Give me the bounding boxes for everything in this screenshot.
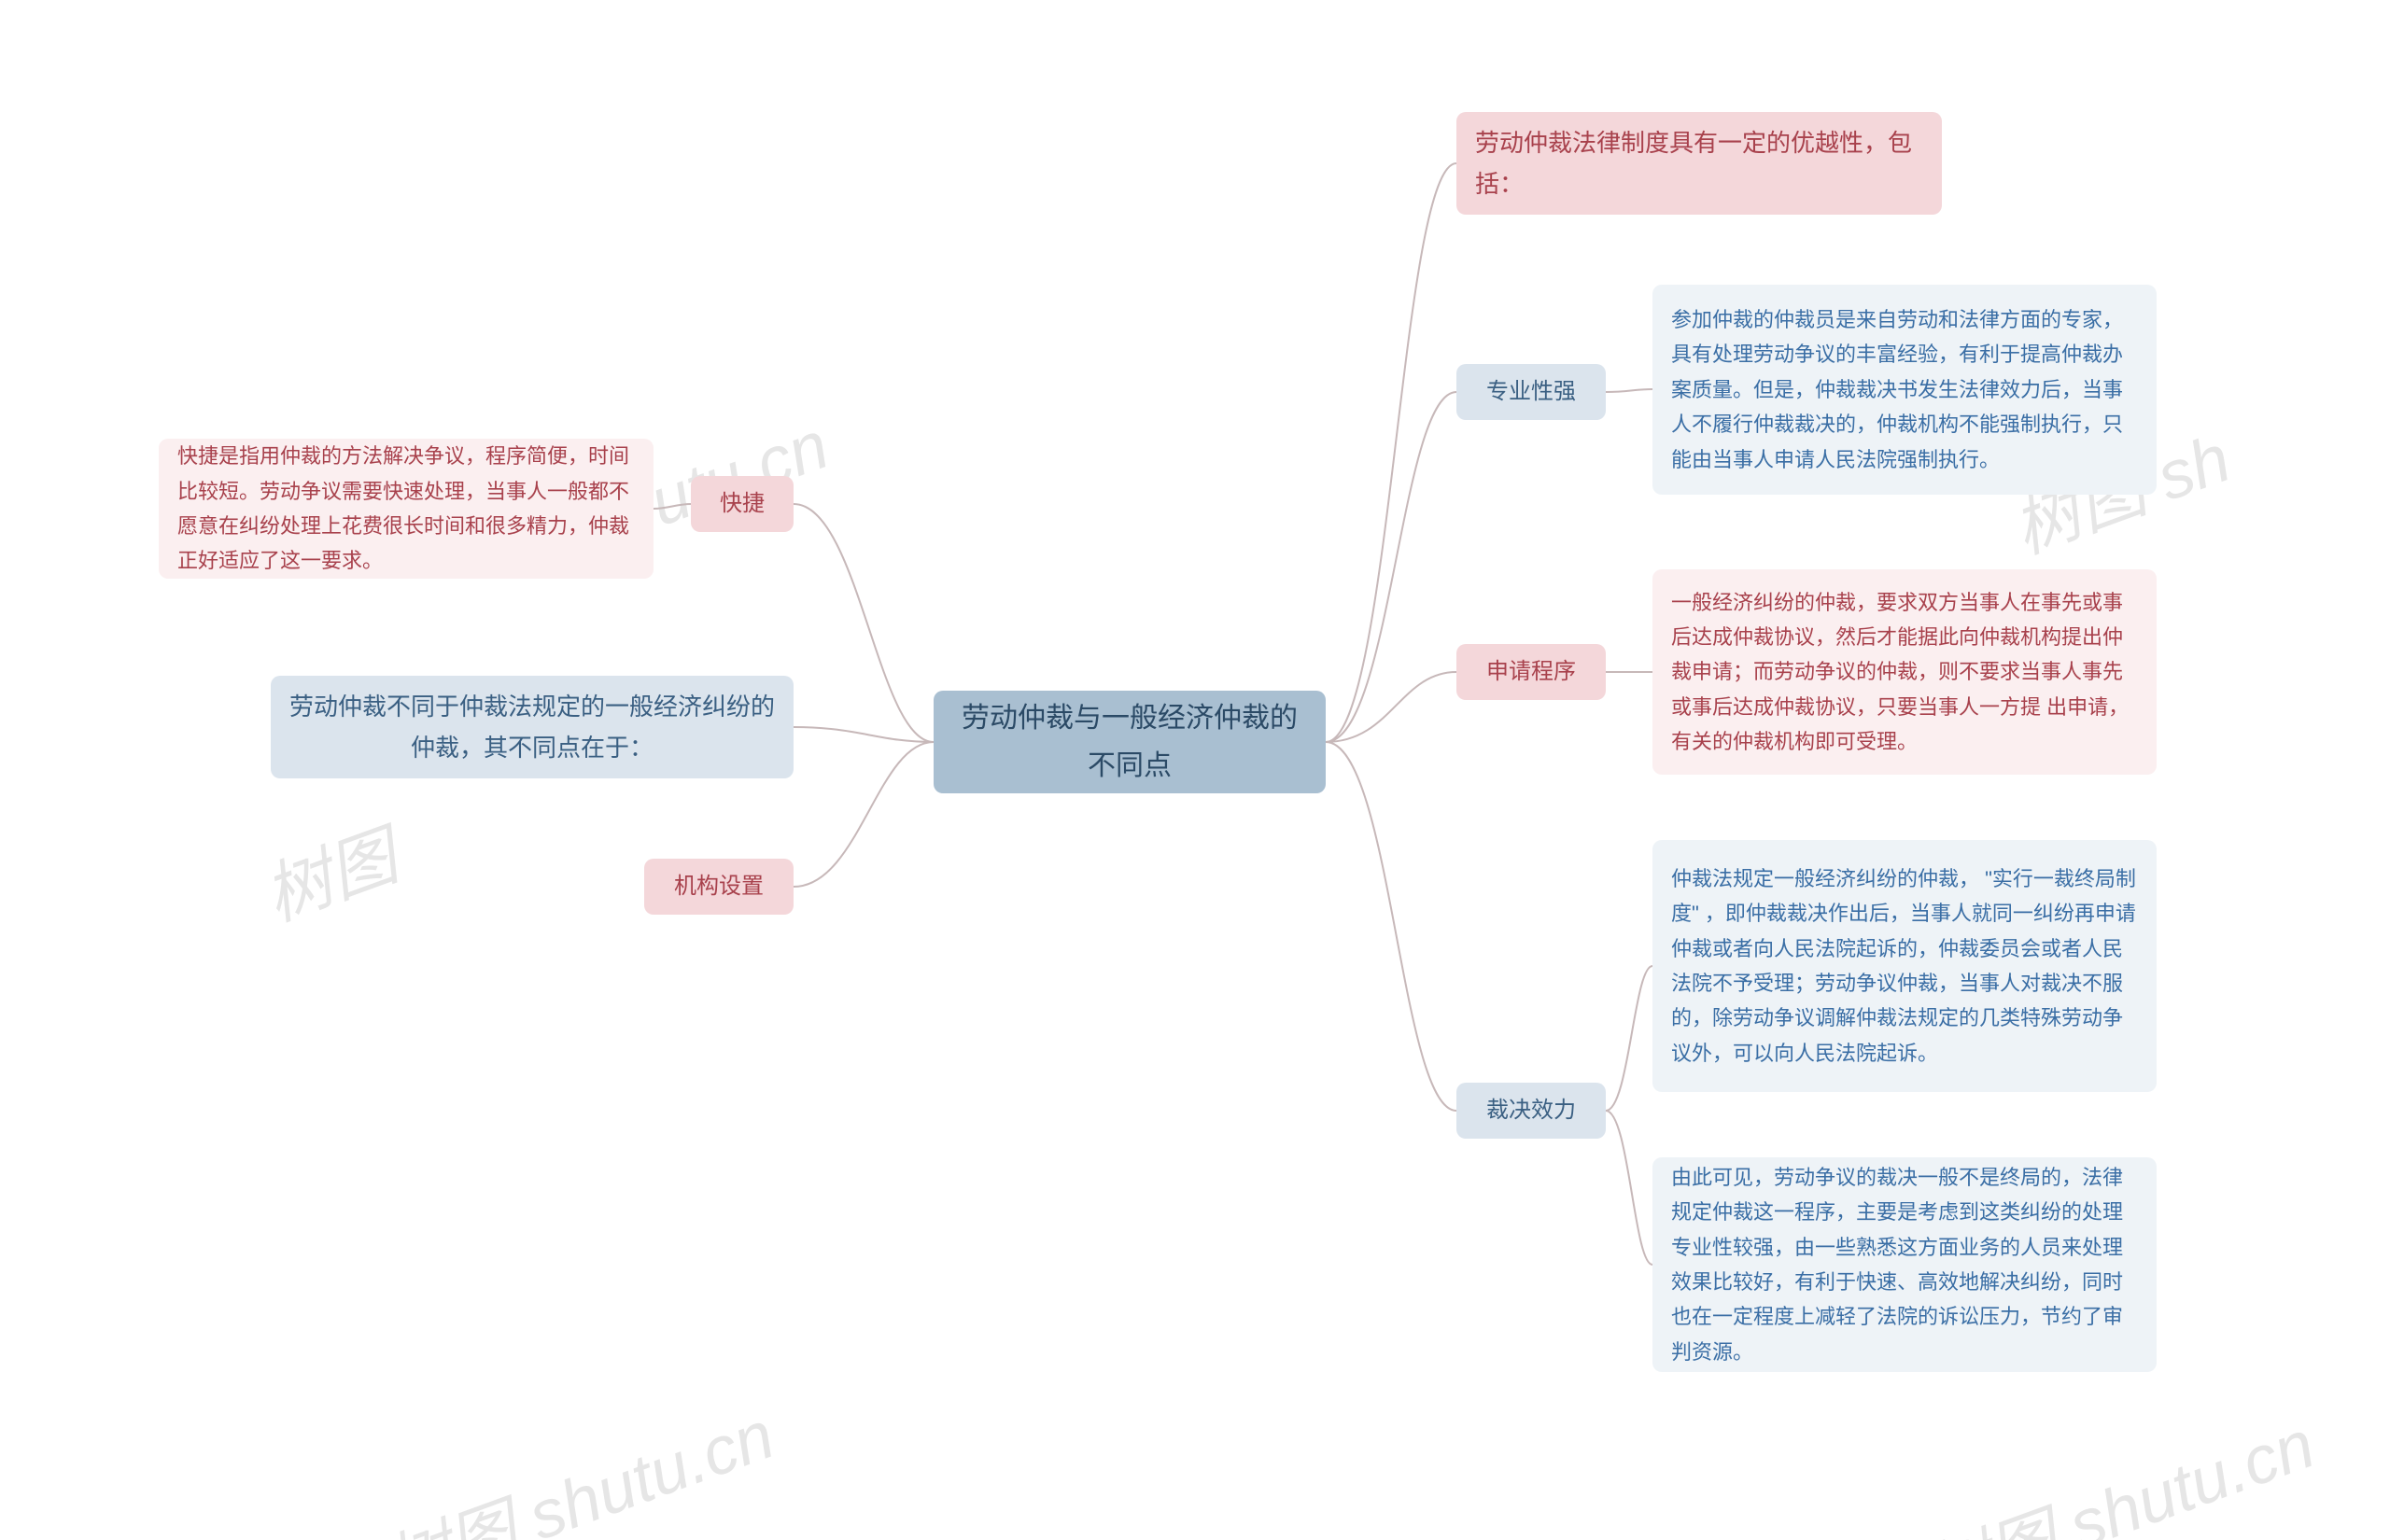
right-branch-caijue[interactable]: 裁决效力 xyxy=(1456,1083,1606,1139)
watermark: 树图 xyxy=(248,802,408,940)
root-text: 劳动仲裁与一般经济仲裁的不同点 xyxy=(952,694,1307,790)
node-text: 由此可见，劳动争议的裁决一般不是终局的，法律规定仲裁这一程序，主要是考虑到这类纠… xyxy=(1671,1160,2138,1369)
left-branch-intro[interactable]: 劳动仲裁不同于仲裁法规定的一般经济纠纷的仲裁，其不同点在于： xyxy=(271,676,794,778)
right-branch-caijue-detail-a[interactable]: 仲裁法规定一般经济纠纷的仲裁， "实行一裁终局制度" ，即仲裁裁决作出后，当事人… xyxy=(1652,840,2157,1092)
node-text: 劳动仲裁法律制度具有一定的优越性，包括： xyxy=(1475,122,1923,204)
node-text: 劳动仲裁不同于仲裁法规定的一般经济纠纷的仲裁，其不同点在于： xyxy=(289,686,775,768)
node-label: 裁决效力 xyxy=(1486,1092,1576,1130)
root-node[interactable]: 劳动仲裁与一般经济仲裁的不同点 xyxy=(934,691,1326,793)
node-text: 参加仲裁的仲裁员是来自劳动和法律方面的专家，具有处理劳动争议的丰富经验，有利于提… xyxy=(1671,302,2138,477)
node-label: 快捷 xyxy=(720,485,765,524)
node-text: 仲裁法规定一般经济纠纷的仲裁， "实行一裁终局制度" ，即仲裁裁决作出后，当事人… xyxy=(1671,861,2138,1071)
left-branch-jigou[interactable]: 机构设置 xyxy=(644,859,794,915)
right-branch-caijue-detail-b[interactable]: 由此可见，劳动争议的裁决一般不是终局的，法律规定仲裁这一程序，主要是考虑到这类纠… xyxy=(1652,1157,2157,1372)
node-text: 一般经济纠纷的仲裁，要求双方当事人在事先或事后达成仲裁协议，然后才能据此向仲裁机… xyxy=(1671,585,2138,760)
node-text: 快捷是指用仲裁的方法解决争议，程序简便，时间比较短。劳动争议需要快速处理，当事人… xyxy=(177,439,635,579)
node-label: 机构设置 xyxy=(674,868,764,906)
right-branch-zhuanye-detail[interactable]: 参加仲裁的仲裁员是来自劳动和法律方面的专家，具有处理劳动争议的丰富经验，有利于提… xyxy=(1652,285,2157,495)
right-intro[interactable]: 劳动仲裁法律制度具有一定的优越性，包括： xyxy=(1456,112,1942,215)
watermark: 树图 shutu.cn xyxy=(1909,1390,2326,1540)
left-branch-kuaijie[interactable]: 快捷 xyxy=(691,476,794,532)
right-branch-shenqing[interactable]: 申请程序 xyxy=(1456,644,1606,700)
watermark: 树图 shutu.cn xyxy=(369,1380,785,1540)
node-label: 申请程序 xyxy=(1486,653,1576,692)
right-branch-shenqing-detail[interactable]: 一般经济纠纷的仲裁，要求双方当事人在事先或事后达成仲裁协议，然后才能据此向仲裁机… xyxy=(1652,569,2157,775)
left-branch-kuaijie-detail[interactable]: 快捷是指用仲裁的方法解决争议，程序简便，时间比较短。劳动争议需要快速处理，当事人… xyxy=(159,439,654,579)
node-label: 专业性强 xyxy=(1486,373,1576,412)
right-branch-zhuanye[interactable]: 专业性强 xyxy=(1456,364,1606,420)
